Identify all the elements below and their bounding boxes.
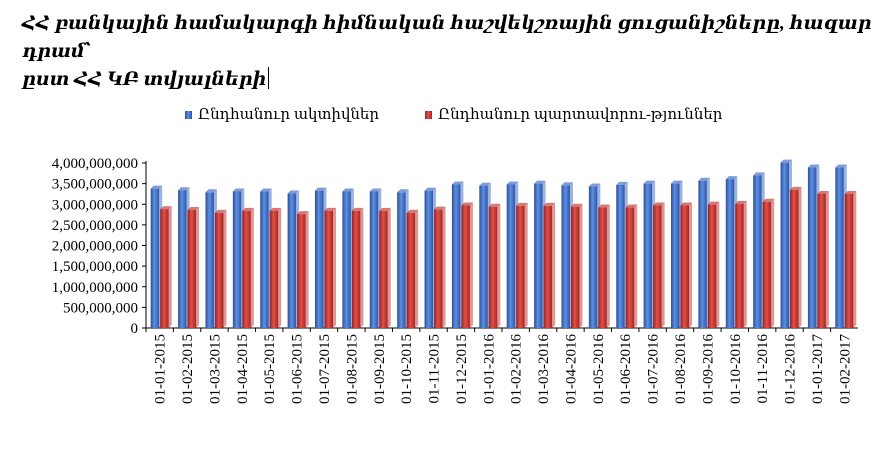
bar <box>844 190 857 328</box>
x-tick-label: 01-06-2016 <box>618 334 634 404</box>
x-tick-label: 01-11-2016 <box>755 334 771 404</box>
bar <box>790 186 802 328</box>
bar <box>488 203 501 328</box>
x-tick-label: 01-03-2016 <box>536 334 552 404</box>
x-tick-label: 01-04-2015 <box>235 334 251 404</box>
legend-label: Ընդհանուր պարտավորու-թյուններ <box>438 107 723 123</box>
y-tick-label: 3,000,000,000 <box>52 197 138 213</box>
x-tick-label: 01-10-2016 <box>728 334 744 404</box>
legend-swatch <box>185 111 192 119</box>
chart-title: ՀՀ բանկային համակարգի հիմնական հաշվեկշռա… <box>22 10 882 94</box>
bar <box>214 209 227 328</box>
y-tick-label: 2,000,000,000 <box>52 239 138 255</box>
y-tick-label: 500,000,000 <box>63 300 138 316</box>
bar <box>434 206 446 328</box>
bar <box>461 202 473 328</box>
x-tick-label: 01-12-2016 <box>783 334 799 404</box>
bar <box>570 203 583 328</box>
y-tick-label: 1,500,000,000 <box>52 259 138 275</box>
chart-title-line1: ՀՀ բանկային համակարգի հիմնական հաշվեկշռա… <box>22 13 872 62</box>
legend-swatch <box>425 111 432 119</box>
x-tick-label: 01-08-2015 <box>344 334 360 404</box>
x-tick-label: 01-12-2015 <box>454 334 470 404</box>
bar <box>351 207 364 328</box>
y-tick-label: 3,500,000,000 <box>52 177 138 193</box>
x-tick-label: 01-07-2016 <box>646 334 662 404</box>
x-tick-label: 01-02-2015 <box>180 334 196 404</box>
bar <box>187 207 200 328</box>
bar <box>543 202 556 328</box>
text-cursor <box>268 67 270 89</box>
x-tick-label: 01-05-2015 <box>262 334 278 404</box>
x-tick-label: 01-10-2015 <box>399 334 415 404</box>
y-axis: 0 500,000,000 1,000,000,000 1,500,000,000 2,… <box>52 156 858 337</box>
x-axis: 01-01-2015 01-02-2015 01-03-2015 01-04-2015… <box>145 328 853 404</box>
chart-legend: Ընդհանուր ակտիվներ Ընդհանուր պարտավորու-թ… <box>185 107 723 123</box>
x-tick-label: 01-03-2015 <box>207 334 223 404</box>
legend-label: Ընդհանուր ակտիվներ <box>198 107 379 123</box>
bars <box>150 159 857 328</box>
x-tick-label: 01-02-2017 <box>837 334 853 404</box>
x-tick-label: 01-11-2015 <box>427 334 443 403</box>
y-tick-label: 0 <box>131 321 139 337</box>
x-tick-label: 01-01-2015 <box>153 334 169 404</box>
x-tick-label: 01-08-2016 <box>673 334 689 404</box>
bar <box>379 207 391 328</box>
bar <box>707 201 720 328</box>
bar <box>653 202 665 328</box>
x-tick-label: 01-01-2016 <box>481 334 497 404</box>
bar <box>625 204 638 328</box>
x-tick-label: 01-09-2015 <box>372 334 388 404</box>
x-tick-label: 01-01-2017 <box>810 334 826 404</box>
bar <box>735 200 747 328</box>
bar <box>680 202 692 328</box>
bar <box>406 209 419 328</box>
bar <box>160 206 172 328</box>
x-tick-label: 01-05-2016 <box>591 334 607 404</box>
bar <box>516 202 528 328</box>
x-tick-label: 01-06-2015 <box>290 334 306 404</box>
bar <box>324 207 336 328</box>
bar <box>817 190 829 328</box>
y-tick-label: 2,500,000,000 <box>52 218 138 234</box>
x-tick-label: 01-09-2016 <box>700 334 716 404</box>
bar <box>269 207 282 328</box>
x-tick-label: 01-02-2016 <box>509 334 525 404</box>
x-tick-label: 01-04-2016 <box>563 334 579 404</box>
bar <box>297 211 309 328</box>
chart-title-line2: ըստ ՀՀ ԿԲ տվյալների <box>22 69 267 90</box>
y-tick-label: 1,000,000,000 <box>52 280 138 296</box>
y-tick-label: 4,000,000,000 <box>52 156 138 172</box>
bar <box>242 207 254 328</box>
bar <box>598 204 610 328</box>
bar <box>762 198 775 328</box>
x-tick-label: 01-07-2015 <box>317 334 333 404</box>
